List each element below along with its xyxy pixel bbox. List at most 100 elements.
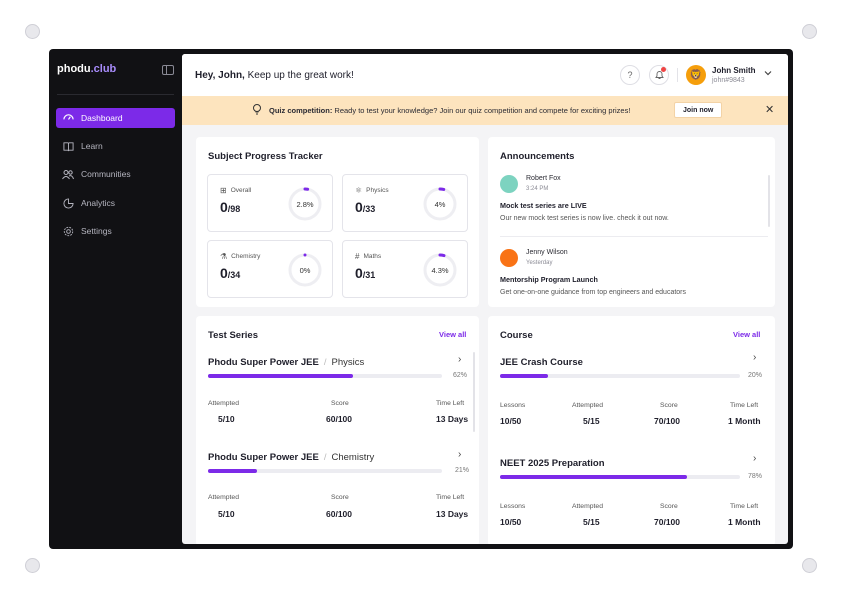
progress-fill	[500, 374, 548, 378]
sidebar-item-label: Analytics	[81, 198, 116, 208]
atom-icon: ⚛	[355, 186, 363, 195]
stat-value: 13 Days	[436, 414, 469, 424]
stat-value: 1 Month	[728, 416, 761, 426]
progress-label: Overall	[230, 187, 252, 194]
sidebar-item-settings[interactable]: Settings	[56, 221, 175, 241]
progress-box-physics[interactable]: ⚛ Physics 0/33 4%	[342, 174, 468, 232]
corner-dot	[802, 24, 817, 39]
announcement-author: Jenny Wilson	[526, 249, 568, 256]
help-icon[interactable]: ?	[620, 65, 640, 85]
greeting: Hey, John, Keep up the great work!	[195, 70, 354, 81]
sidebar-item-label: Dashboard	[81, 113, 123, 123]
book-icon	[62, 140, 74, 152]
test-title[interactable]: Phodu Super Power JEE / Chemistry	[208, 452, 375, 463]
announcement-body: Our new mock test series is now live. ch…	[500, 215, 669, 222]
progress-box-chemistry[interactable]: ⚗ Chemistry 0/34 0%	[207, 240, 333, 298]
progress-fill	[208, 374, 354, 378]
banner-text: Quiz competition: Ready to test your kno…	[269, 106, 630, 115]
progress-value: 0/34	[220, 265, 241, 281]
close-icon[interactable]: ✕	[765, 104, 775, 116]
announcement-body: Get one-on-one guidance from top enginee…	[500, 289, 687, 296]
stat-label: Time Left	[730, 402, 759, 409]
announcement-author: Robert Fox	[526, 175, 561, 182]
stat-value: 1 Month	[728, 517, 761, 527]
progress-label: Physics	[366, 187, 389, 194]
grid-icon: ⊞	[220, 186, 227, 195]
stat-value: 70/100	[654, 416, 680, 426]
notification-dot	[661, 67, 666, 72]
main-content: Hey, John, Keep up the great work! ? 🦁 J…	[182, 54, 788, 544]
progress-ring: 4.3%	[423, 253, 457, 287]
announcement-heading: Mock test series are LIVE	[500, 201, 587, 210]
announcement-time: 3:24 PM	[526, 186, 549, 192]
sidebar-item-label: Settings	[81, 226, 112, 236]
chevron-right-icon[interactable]: ›	[753, 352, 757, 363]
course-title[interactable]: NEET 2025 Preparation	[500, 458, 605, 469]
announcement-time: Yesterday	[526, 260, 553, 266]
top-bar: Hey, John, Keep up the great work! ? 🦁 J…	[182, 54, 788, 96]
progress-ring: 0%	[288, 253, 322, 287]
stat-label: Attempted	[572, 402, 603, 409]
app-window: phodu.club Dashboard Learn Communities A…	[49, 49, 793, 549]
card-title: Subject Progress Tracker	[208, 151, 323, 162]
progress-value: 0/33	[355, 199, 376, 215]
test-title[interactable]: Phodu Super Power JEE / Physics	[208, 357, 365, 368]
stat-value: 60/100	[326, 414, 352, 424]
sidebar-item-communities[interactable]: Communities	[56, 164, 175, 184]
scrollbar[interactable]	[768, 175, 770, 227]
sidebar-item-analytics[interactable]: Analytics	[56, 193, 175, 213]
divider	[57, 94, 174, 95]
gear-icon	[62, 225, 74, 237]
users-icon	[62, 168, 74, 180]
stat-label: Lessons	[500, 503, 526, 510]
flask-icon: ⚗	[220, 252, 228, 261]
stat-label: Time Left	[730, 503, 759, 510]
stat-value: 70/100	[654, 517, 680, 527]
progress-value: 0/98	[220, 199, 241, 215]
scrollbar[interactable]	[473, 352, 475, 432]
avatar[interactable]: 🦁	[686, 65, 706, 85]
stat-value: 60/100	[326, 509, 352, 519]
logo[interactable]: phodu.club	[57, 63, 116, 75]
progress-ring: 2.8%	[288, 187, 322, 221]
sidebar-item-dashboard[interactable]: Dashboard	[56, 108, 175, 128]
view-all-link[interactable]: View all	[439, 330, 467, 339]
course-title[interactable]: JEE Crash Course	[500, 357, 583, 368]
bell-icon[interactable]	[649, 65, 669, 85]
course-card: Course View all JEE Crash Course › 20% L…	[488, 316, 775, 544]
progress-percent: 0%	[299, 265, 311, 275]
sidebar-item-learn[interactable]: Learn	[56, 136, 175, 156]
progress-tracker-card: Subject Progress Tracker ⊞ Overall 0/98 2…	[196, 137, 479, 307]
stat-value: 13 Days	[436, 509, 469, 519]
progress-fill	[208, 469, 258, 473]
stat-label: Score	[331, 400, 349, 407]
progress-bar	[208, 374, 442, 378]
stat-value: 5/10	[218, 509, 235, 519]
join-now-button[interactable]: Join now	[674, 102, 723, 118]
user-name[interactable]: John Smith	[712, 66, 756, 75]
chevron-right-icon[interactable]: ›	[753, 453, 757, 464]
chevron-right-icon[interactable]: ›	[458, 354, 462, 365]
sidebar-toggle-icon[interactable]	[162, 65, 174, 75]
progress-percent: 21%	[455, 467, 470, 474]
view-all-link[interactable]: View all	[733, 330, 761, 339]
stat-value: 5/15	[583, 517, 600, 527]
announcement-heading: Mentorship Program Launch	[500, 275, 598, 284]
chevron-right-icon[interactable]: ›	[458, 449, 462, 460]
progress-box-maths[interactable]: # Maths 0/31 4.3%	[342, 240, 468, 298]
progress-box-overall[interactable]: ⊞ Overall 0/98 2.8%	[207, 174, 333, 232]
progress-bar	[500, 374, 740, 378]
greeting-text: Keep up the great work!	[244, 70, 354, 81]
progress-percent: 4%	[434, 199, 446, 209]
dashboard-icon	[62, 112, 74, 124]
avatar	[500, 249, 518, 267]
chevron-down-icon[interactable]	[764, 69, 772, 78]
progress-bar	[500, 475, 740, 479]
progress-label: Chemistry	[231, 253, 261, 260]
progress-percent: 4.3%	[431, 265, 449, 275]
sidebar-item-label: Communities	[81, 169, 131, 179]
stat-value: 10/50	[500, 416, 522, 426]
quiz-banner: Quiz competition: Ready to test your kno…	[182, 96, 788, 125]
stat-label: Score	[660, 402, 678, 409]
logo-accent: .club	[90, 63, 117, 75]
